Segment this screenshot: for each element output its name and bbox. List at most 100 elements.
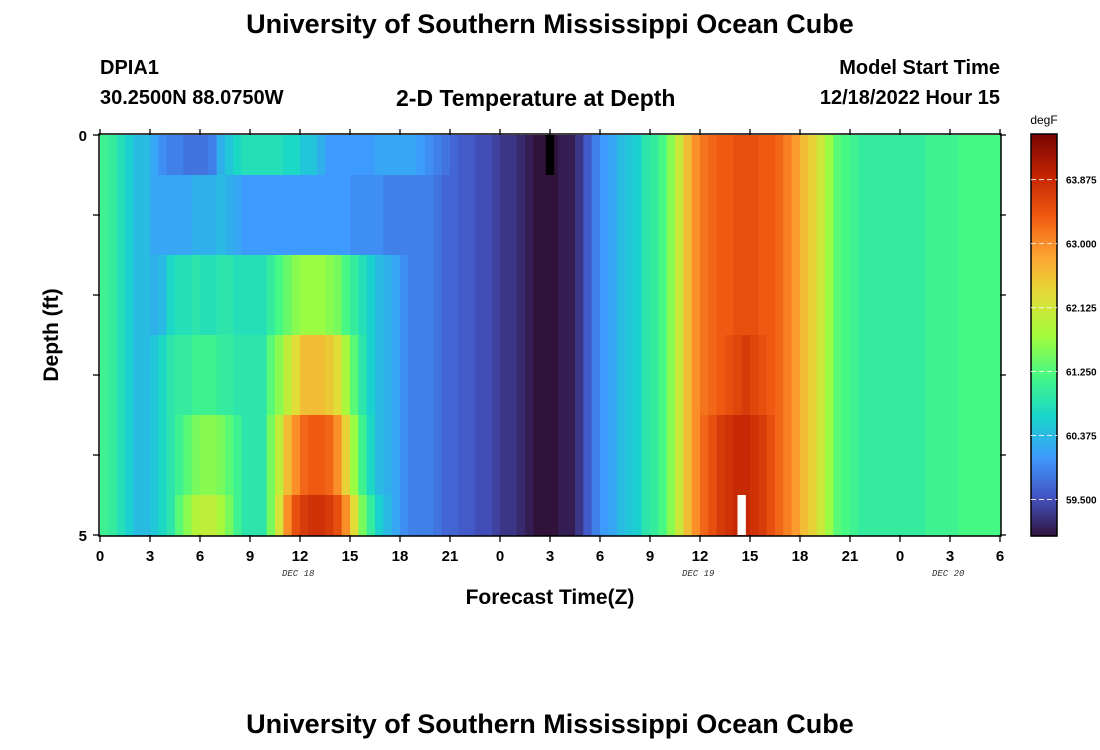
colorbar-swatch [1031,359,1057,362]
heatmap-cell [958,135,968,176]
heatmap-cell [675,335,684,416]
heatmap-cell [183,335,193,416]
heatmap-cell [533,175,543,256]
heatmap-cell [883,495,893,536]
heatmap-cell [641,335,651,416]
heatmap-cell [250,495,259,536]
heatmap-cell [133,255,143,336]
heatmap-cell [608,335,618,416]
heatmap-cell [666,175,676,256]
heatmap-cell [308,495,318,536]
heatmap-cell [275,495,284,536]
colorbar-swatch [1031,226,1057,230]
heatmap-cell [858,255,868,336]
heatmap-cell [366,415,376,496]
heatmap-cell [775,335,784,416]
heatmap-cell [408,415,418,496]
colorbar-swatch [1031,381,1057,384]
heatmap-cell [100,255,109,336]
heatmap-cell [716,135,726,176]
heatmap-cell [583,255,593,336]
heatmap-cell [641,135,651,176]
colorbar-swatch [1031,507,1057,511]
heatmap-cell [341,255,351,336]
heatmap-cell [291,255,301,336]
heatmap-cell [991,495,1001,536]
heatmap-cell [516,255,526,336]
heatmap-cell [283,135,293,176]
heatmap-cell [691,175,701,256]
colorbar-swatch [1031,499,1057,503]
colorbar-swatch [1031,258,1057,262]
colorbar-swatch [1031,202,1057,205]
heatmap-cell [133,415,143,496]
colorbar-swatch [1031,236,1057,240]
colorbar-swatch [1031,224,1057,228]
colorbar-swatch [1031,337,1057,340]
heatmap-cell [383,335,393,416]
heatmap-cell [433,495,443,536]
heatmap-cell [458,495,468,536]
heatmap-cell [200,415,209,496]
heatmap-cell [508,175,518,256]
heatmap-cell [191,415,201,496]
heatmap-cell [766,335,776,416]
heatmap-cell [133,495,143,536]
heatmap-cell [683,415,693,496]
heatmap-cell [316,415,326,496]
heatmap-cell [675,415,684,496]
heatmap-cell [125,255,134,336]
heatmap-cell [616,495,626,536]
heatmap-cell [941,175,951,256]
heatmap-cell [350,175,359,256]
heatmap-cell [941,135,951,176]
heatmap-cell [108,495,118,536]
heatmap-cell [525,175,534,256]
heatmap-cell [150,495,159,536]
heatmap-cell [866,335,876,416]
heatmap-cell [250,415,259,496]
heatmap-cell [700,335,709,416]
colorbar-swatch [1031,272,1057,276]
heatmap-cell [100,495,109,536]
heatmap-cell [825,135,834,176]
colorbar-swatch [1031,427,1057,431]
heatmap-cell [900,135,909,176]
colorbar-swatch [1031,453,1057,457]
heatmap-cell [925,335,934,416]
heatmap-cell [233,255,243,336]
heatmap-cell [533,495,543,536]
heatmap-cell [791,415,801,496]
heatmap-cell [191,495,201,536]
heatmap-cell [758,495,768,536]
heatmap-cell [300,135,309,176]
colorbar-swatch [1031,475,1057,479]
colorbar-swatch [1031,391,1057,394]
colorbar-swatch [1031,276,1057,280]
heatmap-cell [541,175,551,256]
colorbar-swatch [1031,447,1057,451]
colorbar-swatch [1031,296,1057,300]
heatmap-cell [225,135,234,176]
heatmap-cell [141,335,151,416]
heatmap-cell [866,255,876,336]
heatmap-cell [741,335,751,416]
colorbar-swatch [1031,409,1057,412]
heatmap-cell [916,415,926,496]
heatmap-cell [966,335,976,416]
heatmap-cell [425,175,434,256]
heatmap-cell [666,335,676,416]
heatmap-cell [375,135,384,176]
heatmap-cell [350,495,359,536]
heatmap-cell [975,335,984,416]
heatmap-cell [358,255,368,336]
x-tick-label: 15 [742,548,759,565]
heatmap-cell [533,335,543,416]
colorbar-swatch [1031,411,1057,414]
heatmap-cell [483,255,493,336]
colorbar-swatch [1031,435,1057,439]
heatmap-cell [791,255,801,336]
heatmap-cell [491,495,501,536]
heatmap-cell [758,255,768,336]
colorbar-swatch [1031,304,1057,308]
